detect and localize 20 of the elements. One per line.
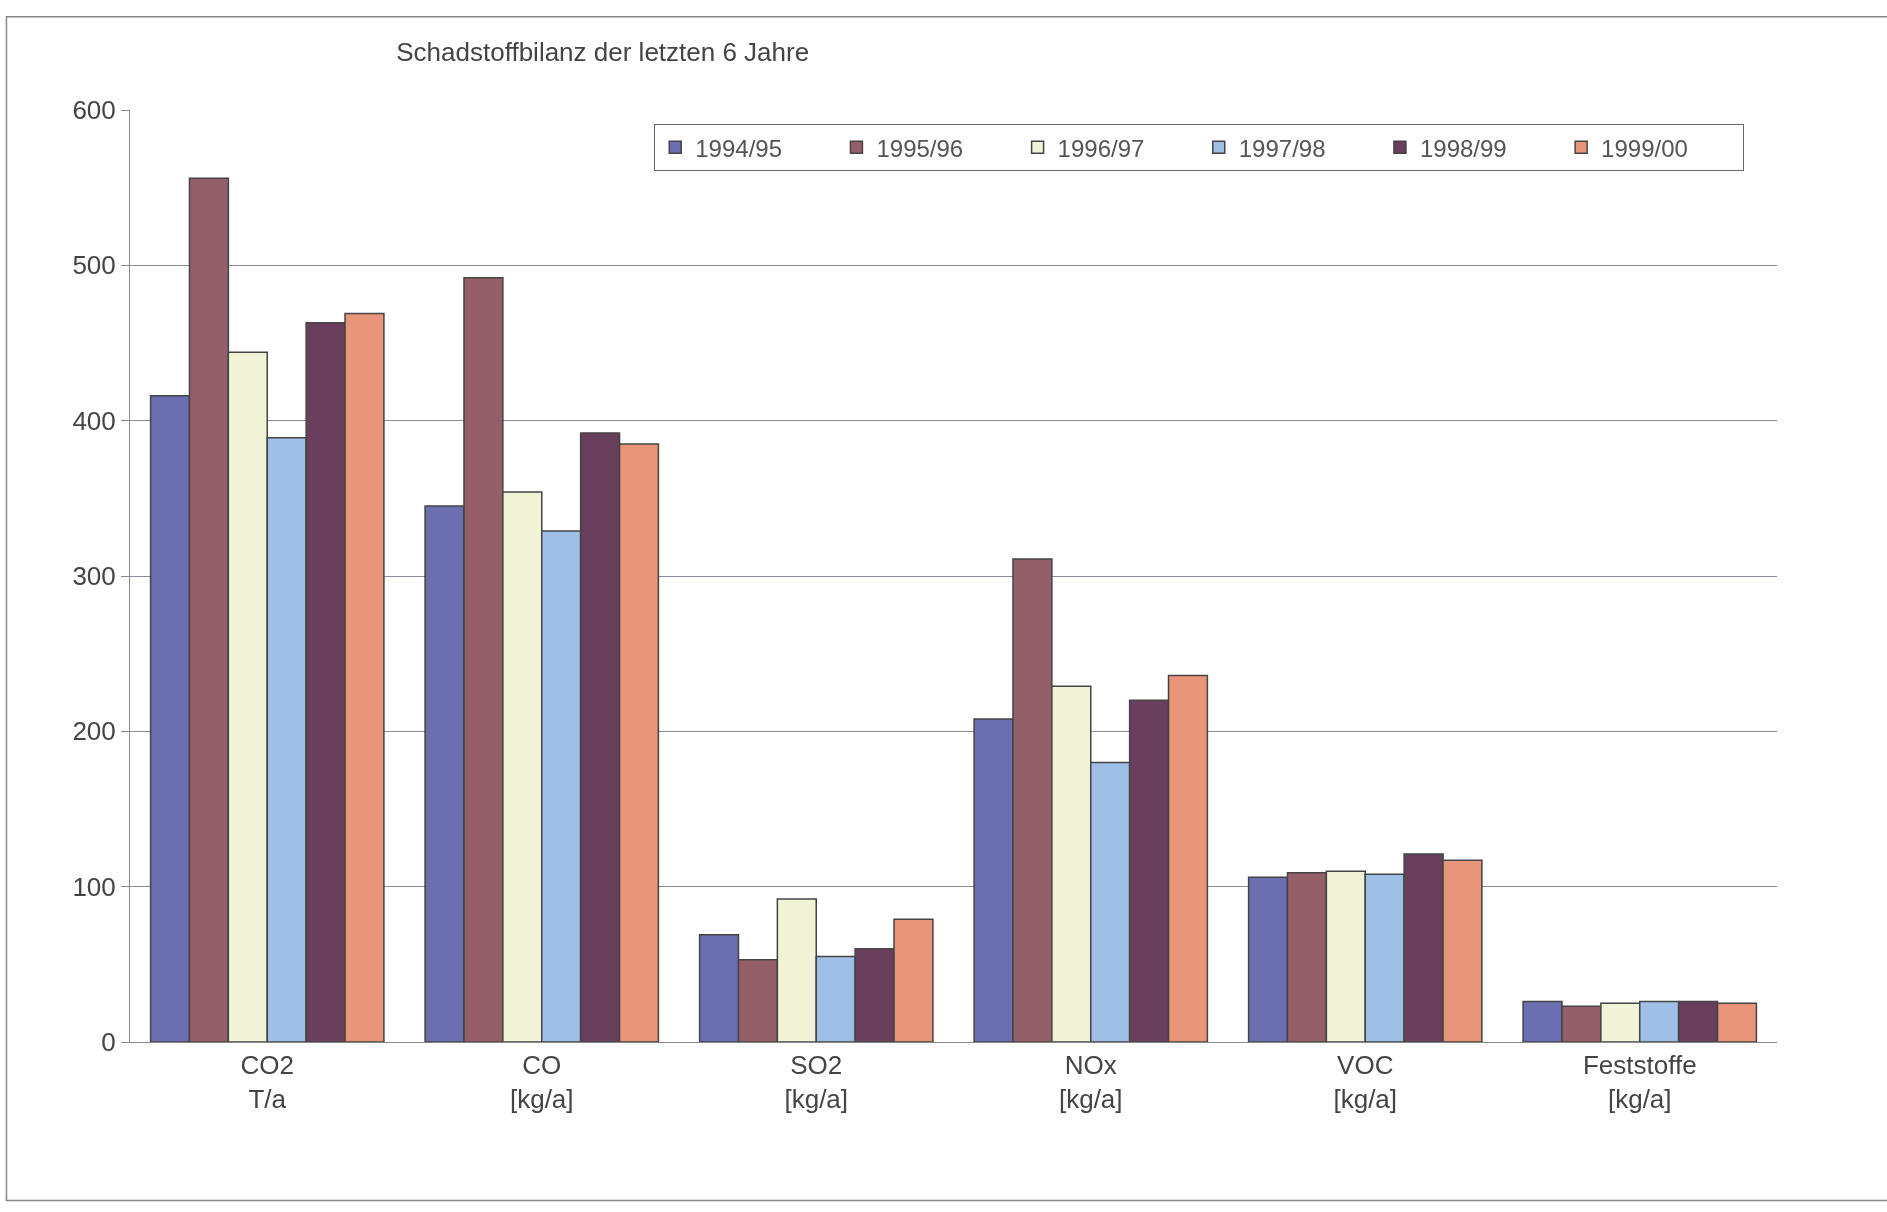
x-tick-label: CO [kg/a] xyxy=(509,1050,574,1114)
y-tick-label: 0 xyxy=(101,1027,116,1058)
x-tick-label: CO2 T/a xyxy=(240,1050,294,1114)
legend-label: 1995/96 xyxy=(876,134,964,162)
x-tick-label: SO2 [kg/a] xyxy=(784,1050,849,1114)
legend-label: 1998/99 xyxy=(1419,134,1507,162)
y-tick-label: 100 xyxy=(72,871,116,902)
legend-label: 1997/98 xyxy=(1238,134,1326,162)
legend-label: 1996/97 xyxy=(1057,134,1145,162)
legend-label: 1994/95 xyxy=(695,134,783,162)
x-tick-label: NOx [kg/a] xyxy=(1058,1050,1123,1114)
y-tick-label: 200 xyxy=(72,716,116,747)
x-tick-label: Feststoffe [kg/a] xyxy=(1582,1050,1697,1114)
legend-label: 1999/00 xyxy=(1601,134,1688,162)
y-tick-label: 500 xyxy=(72,250,116,281)
y-tick-label: 300 xyxy=(72,561,116,592)
y-tick-label: 600 xyxy=(72,95,116,126)
y-tick-label: 400 xyxy=(72,405,116,436)
chart-title: Schadstoffbilanz der letzten 6 Jahre xyxy=(396,36,810,67)
x-tick-label: VOC [kg/a] xyxy=(1333,1050,1398,1114)
